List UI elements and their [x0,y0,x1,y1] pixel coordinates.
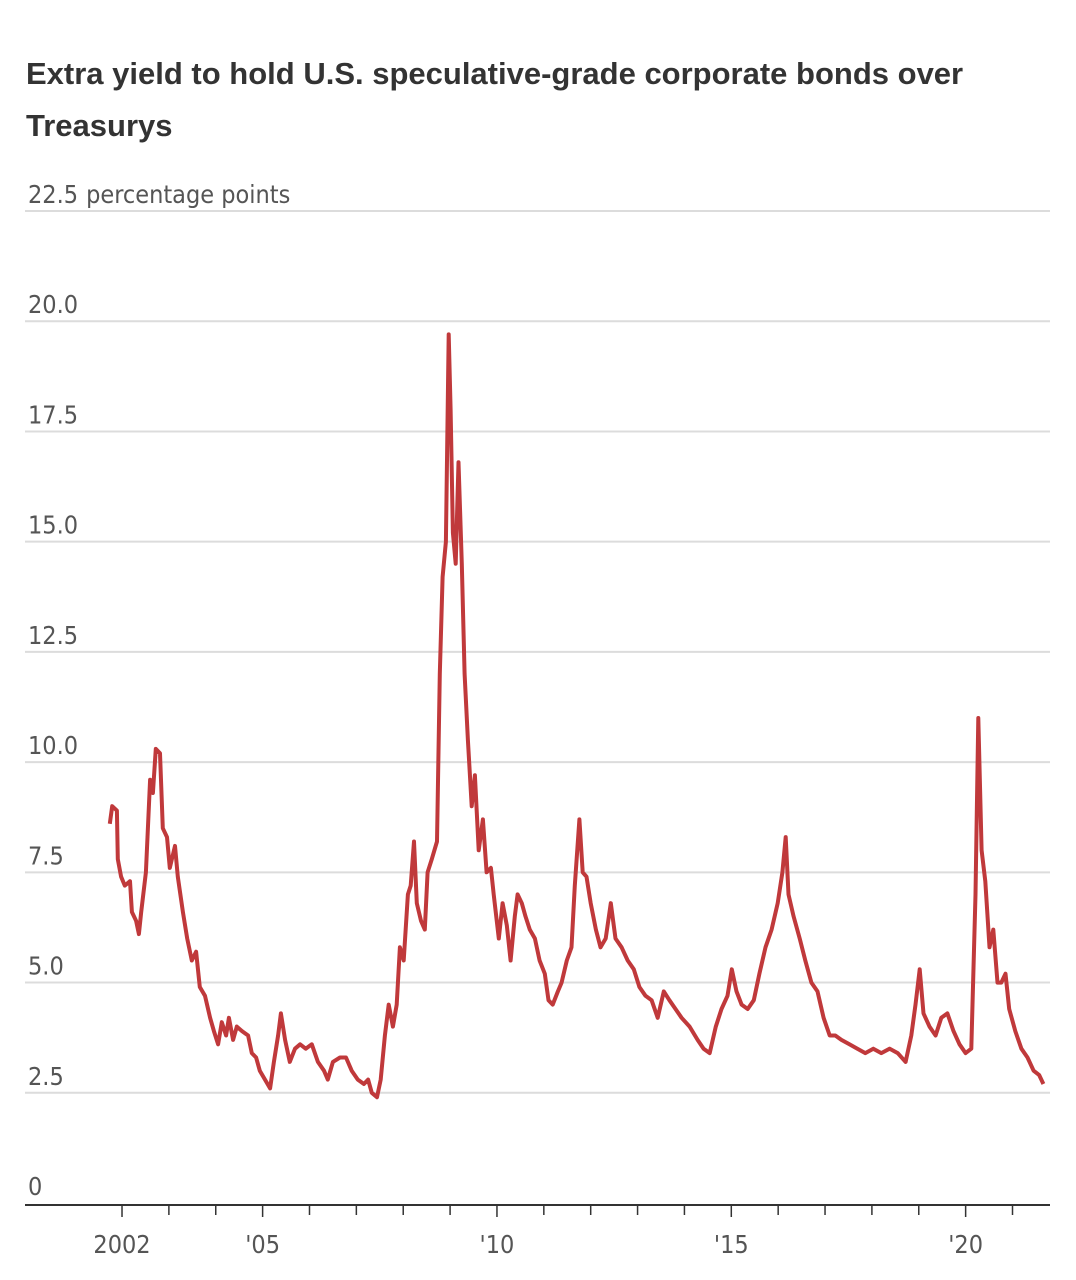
data-line [107,332,1046,1100]
y-tick-label: 10.0 [28,731,78,760]
y-tick-label: 17.5 [28,400,78,429]
x-tick-label: 2002 [93,1230,150,1259]
y-tick-label: 7.5 [28,841,64,870]
x-tick-label: '20 [948,1230,983,1259]
y-tick-label: 20.0 [28,290,78,319]
x-tick-label: '10 [480,1230,515,1259]
y-tick-label: 5.0 [28,952,64,981]
y-tick-label: 15.0 [28,511,78,540]
y-tick-label: 0 [28,1172,42,1201]
y-tick-label: 22.5 [28,180,78,209]
y-tick-label: 2.5 [28,1062,64,1091]
x-tick-label: '15 [714,1230,749,1259]
y-axis-label: percentage points [86,180,290,209]
x-tick-label: '05 [245,1230,280,1259]
y-tick-label: 12.5 [28,621,78,650]
chart-title: Extra yield to hold U.S. speculative-gra… [26,56,964,143]
